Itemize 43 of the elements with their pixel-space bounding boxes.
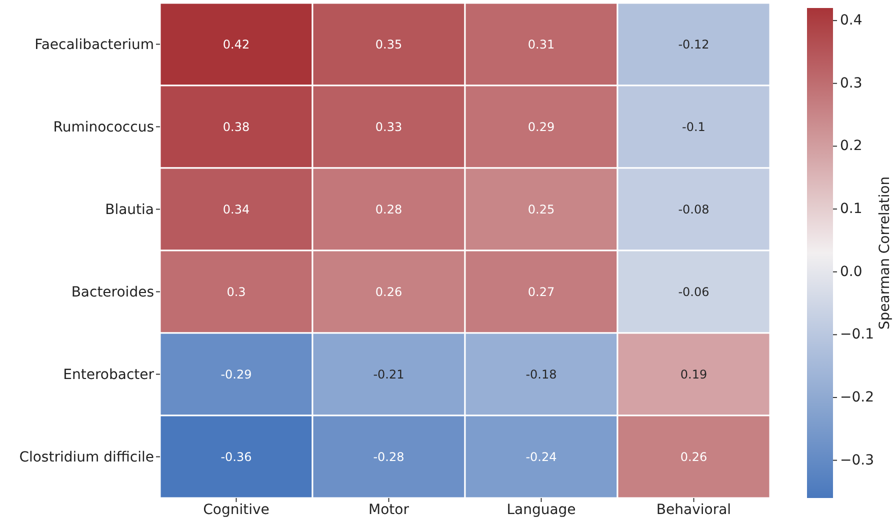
y-tick-label: Blautia — [105, 202, 154, 218]
data-label: 0.25 — [528, 202, 555, 216]
color-bar-label: 0.1 — [840, 201, 862, 218]
data-label: 0.35 — [375, 37, 402, 52]
x-tick-label: Language — [506, 502, 576, 518]
color-bar-label: 0.2 — [840, 138, 862, 154]
data-label: -0.18 — [526, 367, 557, 382]
data-label: 0.3 — [226, 284, 246, 299]
data-label: 0.31 — [528, 37, 555, 52]
data-label: 0.42 — [222, 37, 250, 52]
data-label: -0.24 — [526, 450, 557, 464]
data-label: 0.33 — [375, 120, 402, 134]
y-tick-label: Enterobacter — [63, 367, 154, 384]
color-bar-title: Spearman Correlation — [877, 176, 893, 330]
data-label: -0.36 — [220, 450, 252, 464]
y-tick-label: Clostridium difficile — [19, 450, 154, 466]
y-tick-label: Ruminococcus — [53, 120, 154, 136]
x-tick-label: Cognitive — [203, 502, 270, 518]
color-bar-label: −0.3 — [840, 452, 874, 468]
data-label: 0.28 — [375, 202, 402, 216]
data-label: -0.29 — [220, 367, 252, 382]
data-label: 0.38 — [222, 120, 250, 134]
color-bar-label: 0.3 — [840, 75, 862, 92]
data-label: 0.29 — [528, 120, 555, 134]
data-label: 0.34 — [222, 202, 250, 216]
data-label: 0.26 — [680, 450, 708, 464]
data-label: -0.06 — [678, 284, 710, 299]
y-tick-label: Faecalibacterium — [34, 37, 154, 54]
x-tick-label: Behavioral — [656, 502, 732, 518]
data-label: 0.26 — [375, 284, 402, 299]
data-label: 0.27 — [528, 284, 555, 299]
data-label: -0.1 — [682, 120, 706, 134]
y-tick-label: Bacteroides — [71, 284, 154, 301]
data-label: -0.12 — [678, 37, 710, 52]
data-label: -0.08 — [678, 202, 710, 216]
color-bar-label: −0.2 — [840, 389, 874, 406]
data-label: -0.28 — [373, 450, 404, 464]
data-label: 0.19 — [680, 367, 708, 382]
data-label: -0.21 — [373, 367, 404, 382]
x-tick-label: Motor — [368, 502, 410, 518]
color-bar-label: 0.0 — [840, 264, 862, 280]
color-bar-label: 0.4 — [840, 12, 862, 29]
color-bar-label: −0.1 — [840, 326, 874, 343]
